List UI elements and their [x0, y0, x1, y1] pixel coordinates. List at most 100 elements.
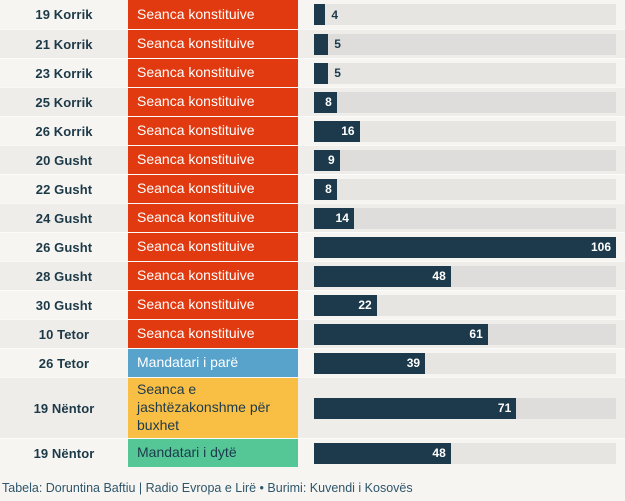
- credit-line: Tabela: Doruntina Baftiu | Radio Evropa …: [0, 467, 625, 495]
- session-badge: Seanca konstituive: [128, 233, 298, 261]
- bar-area: 14: [314, 204, 616, 232]
- column-gap: [298, 378, 314, 438]
- column-gap: [298, 88, 314, 116]
- date-cell: 26 Gusht: [35, 239, 93, 255]
- bar: 16: [314, 120, 360, 142]
- column-gap: [298, 0, 314, 29]
- bar-track: 5: [314, 62, 616, 84]
- date-cell: 19 Nëntor: [33, 400, 95, 416]
- session-badge: Seanca konstituive: [128, 262, 298, 290]
- bar-track: 71: [314, 397, 616, 419]
- bar: 61: [314, 323, 488, 345]
- table-row: 26 Korrik Seanca konstituive 16: [0, 116, 625, 145]
- bar: 48: [314, 442, 451, 464]
- bar-track: 48: [314, 265, 616, 287]
- bar-value-outside: 5: [334, 37, 341, 51]
- bar: 8: [314, 178, 337, 200]
- date-cell: 25 Korrik: [35, 94, 93, 110]
- bar-value-inside: 9: [327, 153, 335, 167]
- date-cell: 28 Gusht: [35, 268, 93, 284]
- date-cell: 19 Korrik: [35, 7, 93, 22]
- table-row: 19 Nëntor Seanca e jashtëzakonshme për b…: [0, 377, 625, 438]
- column-gap: [298, 349, 314, 377]
- date-cell: 24 Gusht: [35, 210, 93, 226]
- table-row: 28 Gusht Seanca konstituive 48: [0, 261, 625, 290]
- session-badge: Seanca konstituive: [128, 320, 298, 348]
- column-gap: [298, 204, 314, 232]
- bar-track: 106: [314, 236, 616, 258]
- table-row: 10 Tetor Seanca konstituive 61: [0, 319, 625, 348]
- bar-area: 61: [314, 320, 616, 348]
- date-cell: 23 Korrik: [35, 65, 93, 81]
- bar: 48: [314, 265, 451, 287]
- column-gap: [298, 291, 314, 319]
- bar-value-inside: 8: [325, 182, 332, 196]
- table-row: 21 Korrik Seanca konstituive 5: [0, 29, 625, 58]
- table-row: 25 Korrik Seanca konstituive 8: [0, 87, 625, 116]
- date-cell: 20 Gusht: [35, 152, 93, 168]
- chart-table: 19 Korrik Seanca konstituive 4 21 Korrik…: [0, 0, 625, 467]
- bar-track: 61: [314, 323, 616, 345]
- session-badge: Seanca konstituive: [128, 291, 298, 319]
- bar: 22: [314, 294, 377, 316]
- bar-area: 106: [314, 233, 616, 261]
- bar: 9: [314, 149, 340, 171]
- bar-track: 8: [314, 178, 616, 200]
- bar-value-inside: 14: [335, 211, 349, 225]
- date-cell: 10 Tetor: [38, 326, 90, 342]
- column-gap: [298, 233, 314, 261]
- bar-value-inside: 16: [341, 124, 355, 138]
- table-row: 30 Gusht Seanca konstituive 22: [0, 290, 625, 319]
- session-badge: Mandatari i dytë: [128, 439, 298, 467]
- table-row: 23 Korrik Seanca konstituive 5: [0, 58, 625, 87]
- bar-area: 5: [314, 30, 616, 58]
- table-row: 26 Tetor Mandatari i parë 39: [0, 348, 625, 377]
- bar-track: 48: [314, 442, 616, 464]
- column-gap: [298, 262, 314, 290]
- bar-area: 71: [314, 378, 616, 438]
- bar: [314, 62, 329, 84]
- bar-value-inside: 48: [432, 446, 446, 460]
- bar: 14: [314, 207, 354, 229]
- bar-area: 4: [314, 0, 616, 29]
- bar-track: 16: [314, 120, 616, 142]
- bar-value-inside: 48: [432, 269, 446, 283]
- session-badge: Seanca e jashtëzakonshme për buxhet: [128, 378, 298, 438]
- bar-track: 14: [314, 207, 616, 229]
- bar-track: 8: [314, 91, 616, 113]
- bar-value-inside: 8: [325, 95, 332, 109]
- bar-area: 48: [314, 262, 616, 290]
- session-badge: Seanca konstituive: [128, 88, 298, 116]
- bar-area: 8: [314, 175, 616, 203]
- bar: 8: [314, 91, 337, 113]
- bar-value-outside: 4: [331, 7, 339, 22]
- bar-value-inside: 39: [406, 356, 421, 370]
- session-badge: Seanca konstituive: [128, 0, 298, 29]
- table-row: 19 Nëntor Mandatari i dytë 48: [0, 438, 625, 467]
- session-badge: Seanca konstituive: [128, 204, 298, 232]
- table-row: 22 Gusht Seanca konstituive 8: [0, 174, 625, 203]
- table-row: 20 Gusht Seanca konstituive 9: [0, 145, 625, 174]
- bar-track: 4: [314, 4, 616, 25]
- bar-area: 5: [314, 59, 616, 87]
- column-gap: [298, 30, 314, 58]
- table-row: 19 Korrik Seanca konstituive 4: [0, 0, 625, 29]
- bar-area: 9: [314, 146, 616, 174]
- date-cell: 22 Gusht: [35, 181, 93, 197]
- session-badge: Seanca konstituive: [128, 59, 298, 87]
- bar-track: 9: [314, 149, 616, 171]
- session-badge: Mandatari i parë: [128, 349, 298, 377]
- column-gap: [298, 117, 314, 145]
- session-badge: Seanca konstituive: [128, 30, 298, 58]
- bar-track: 5: [314, 33, 616, 55]
- table-row: 24 Gusht Seanca konstituive 14: [0, 203, 625, 232]
- bar-area: 16: [314, 117, 616, 145]
- column-gap: [298, 59, 314, 87]
- bar: 106: [314, 236, 616, 258]
- bar-track: 39: [314, 352, 616, 374]
- column-gap: [298, 175, 314, 203]
- bar: [314, 4, 326, 25]
- column-gap: [298, 146, 314, 174]
- table-row: 26 Gusht Seanca konstituive 106: [0, 232, 625, 261]
- bar-track: 22: [314, 294, 616, 316]
